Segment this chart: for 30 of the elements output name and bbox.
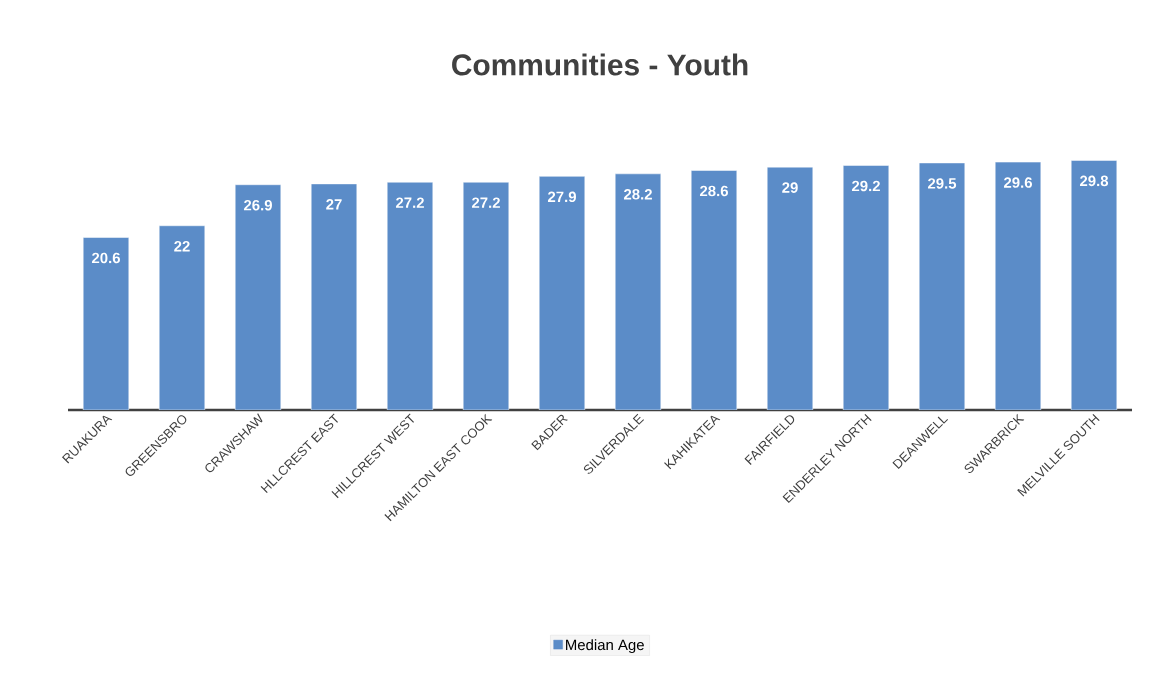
legend-label: Median Age [566,639,644,654]
data-label: 29.2 [851,180,880,192]
data-label: 20.6 [91,252,120,264]
data-label: 29.6 [1003,177,1033,188]
bar [462,181,510,410]
data-label: 29.5 [927,178,957,189]
data-label: 27.2 [471,197,500,208]
bar [310,183,358,410]
data-label: 27.2 [395,197,424,208]
bar [690,170,738,410]
bar [766,166,814,410]
data-label: 22 [174,240,190,252]
data-label: 27.9 [547,191,576,203]
bar [538,176,586,410]
bar [1070,160,1118,410]
bar [994,161,1042,410]
data-label: 29 [782,182,798,193]
bar [842,165,890,410]
data-label: 28.6 [699,185,728,197]
bar [386,181,434,410]
chart-title: Communities - Youth [452,53,748,76]
bar [918,162,966,410]
data-label: 26.9 [243,199,272,211]
data-label: 28.2 [623,189,652,200]
bar [82,237,130,410]
bar [158,225,206,410]
data-label: 27 [326,199,342,210]
bar [614,173,662,410]
data-label: 29.8 [1079,175,1109,187]
bar [234,184,282,410]
